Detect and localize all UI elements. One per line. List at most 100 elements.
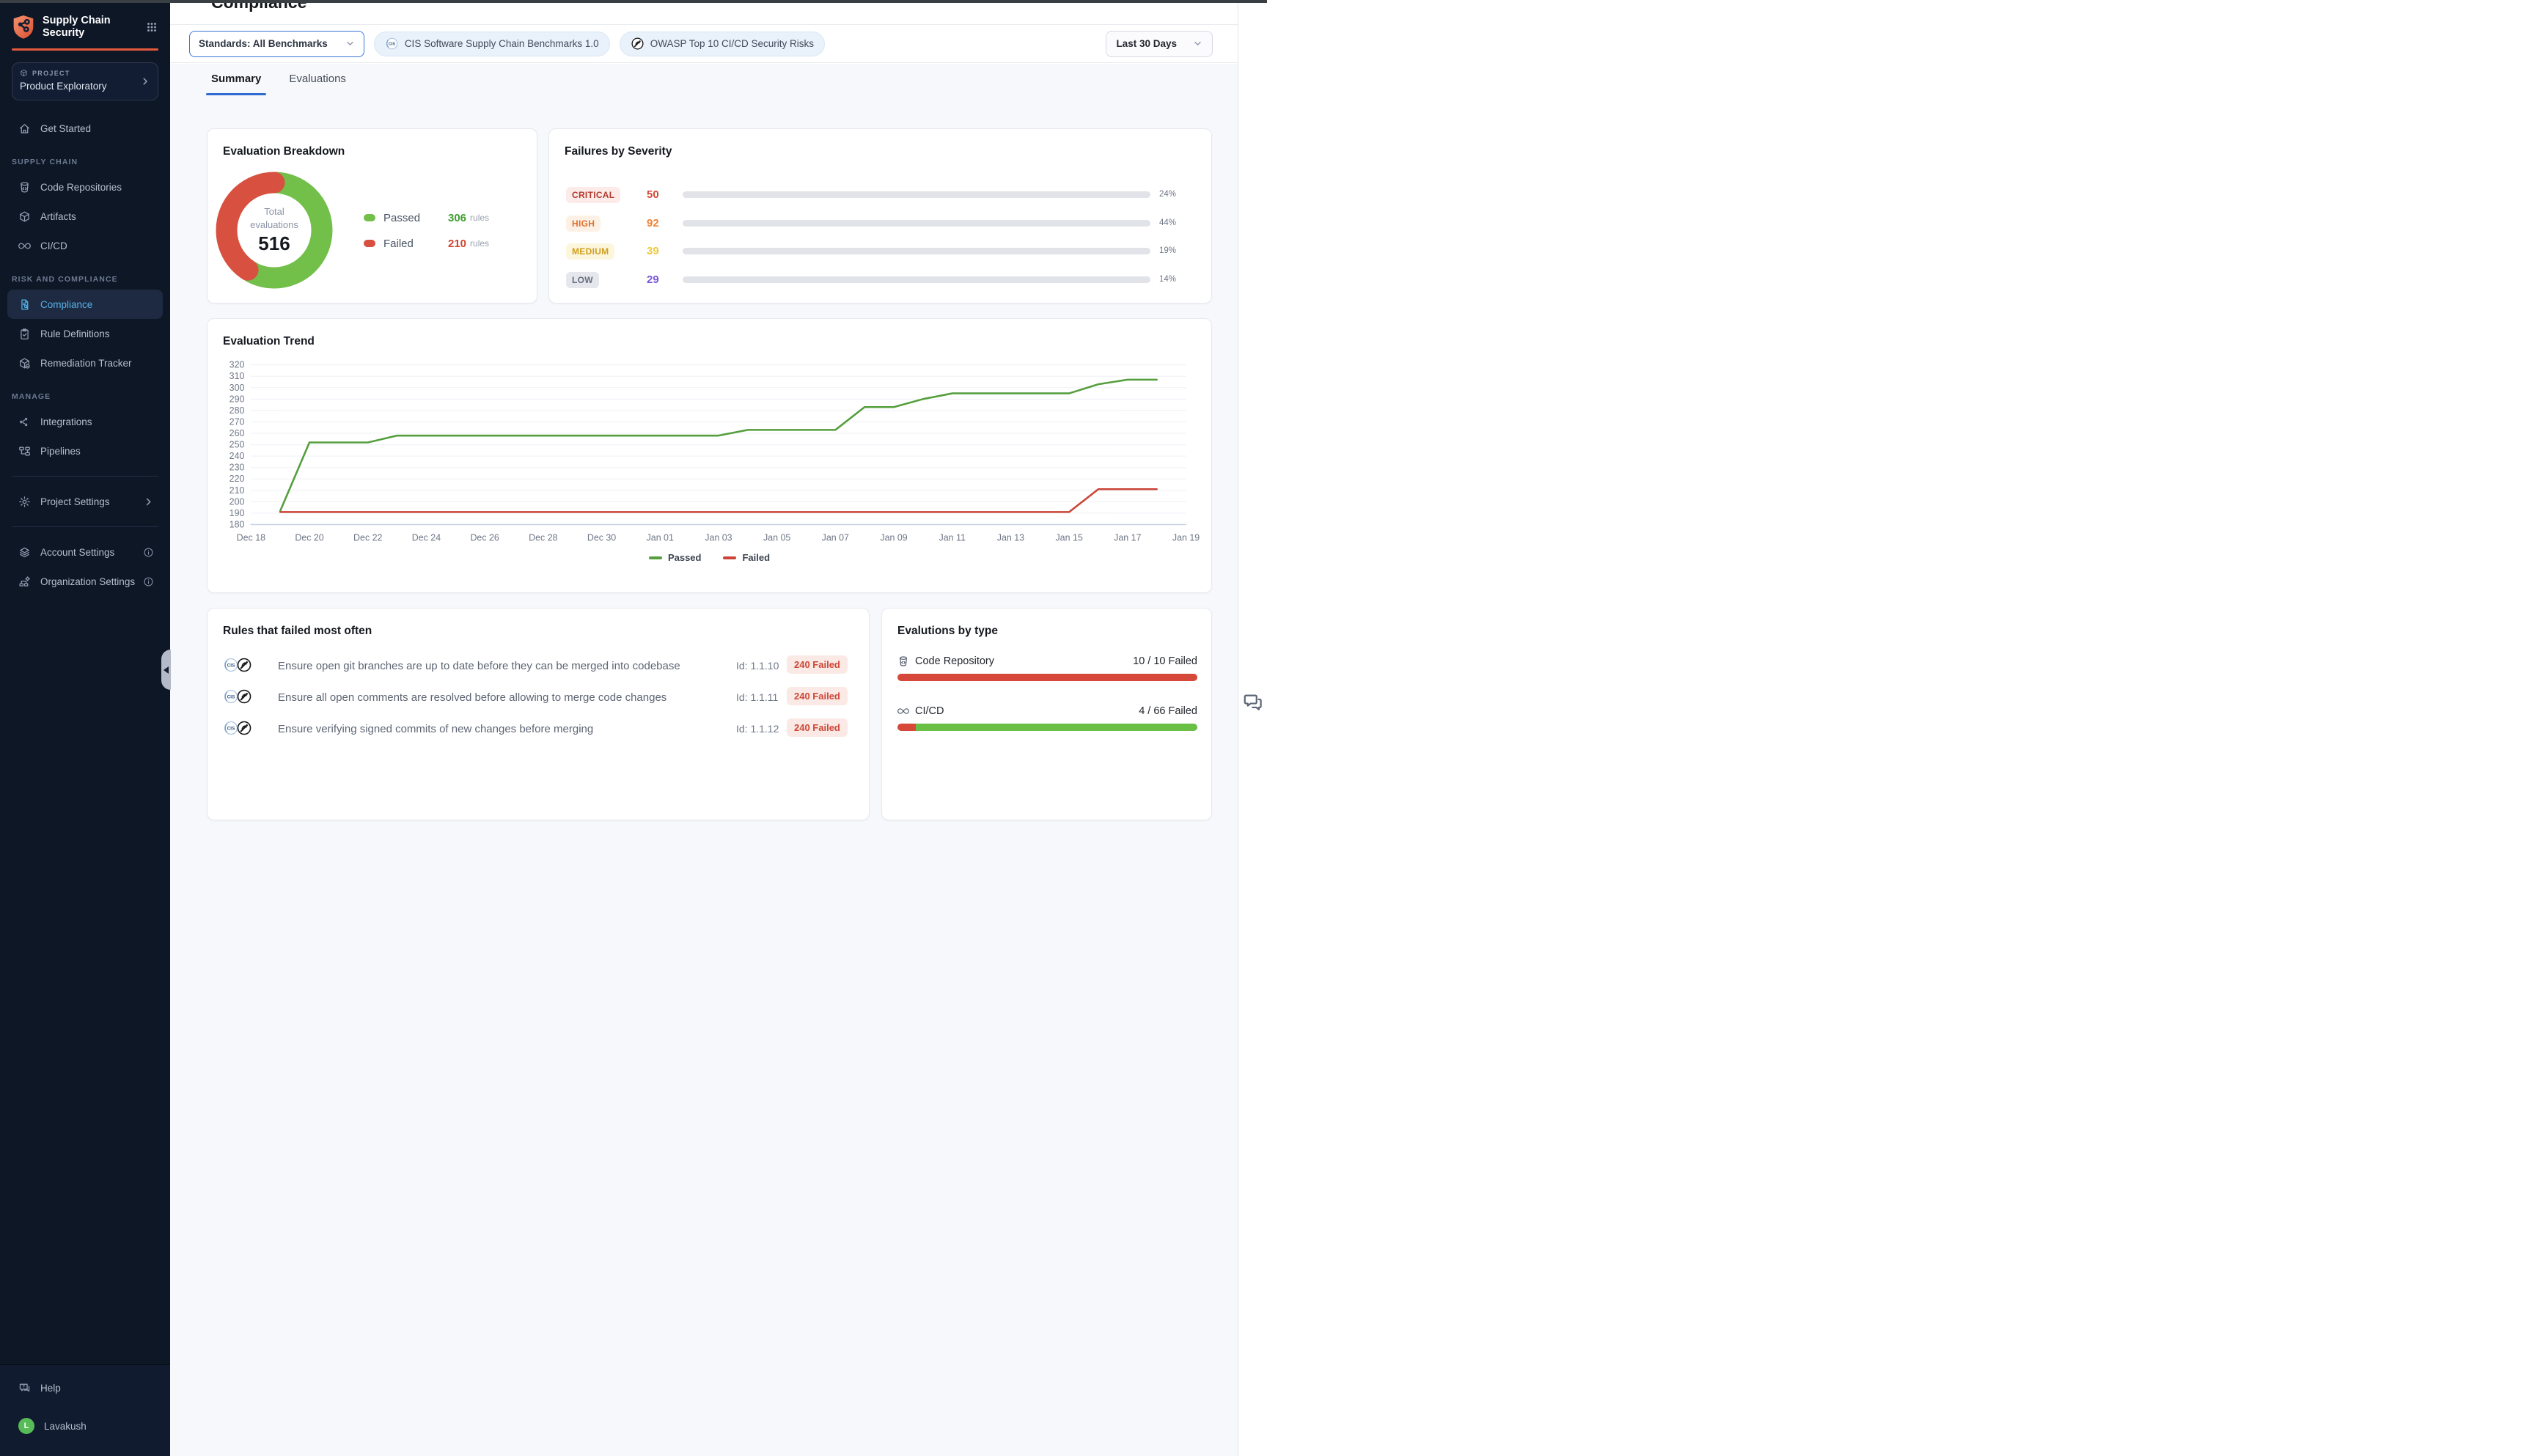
owasp-icon: [236, 720, 252, 736]
sidebar-collapse-handle[interactable]: [161, 650, 171, 690]
rule-text: Ensure all open comments are resolved be…: [278, 691, 667, 704]
sidebar-item-rule-definitions[interactable]: Rule Definitions: [7, 319, 163, 348]
page-title-row: Compliance: [170, 0, 1238, 25]
help-icon: ?: [18, 1382, 31, 1394]
severity-row-medium: MEDIUM 39 19%: [549, 241, 1211, 262]
sidebar-item-artifacts[interactable]: Artifacts: [7, 202, 163, 231]
project-selector[interactable]: PROJECT Product Exploratory: [12, 62, 158, 100]
severity-badge: CRITICAL: [566, 187, 621, 203]
filter-bar: Standards: All Benchmarks CIS CIS Softwar…: [170, 25, 1238, 63]
repo-icon: [18, 181, 31, 194]
standards-dropdown[interactable]: Standards: All Benchmarks: [189, 30, 364, 57]
svg-text:280: 280: [229, 405, 245, 416]
svg-text:?: ?: [22, 1385, 25, 1389]
info-icon[interactable]: [143, 547, 154, 558]
cis-icon: CIS: [385, 37, 399, 51]
chevron-right-icon: [143, 496, 154, 507]
sidebar-item-label: Account Settings: [40, 546, 115, 558]
tab-summary[interactable]: Summary: [205, 73, 267, 95]
svg-text:230: 230: [229, 463, 245, 473]
page-title: Compliance: [211, 0, 307, 12]
svg-text:Dec 20: Dec 20: [295, 532, 323, 543]
layers-icon: [18, 546, 31, 559]
rule-row[interactable]: CIS Ensure open git branches are up to d…: [208, 653, 869, 680]
rule-failed-badge: 240 Failed: [787, 718, 848, 737]
sidebar-item-account-settings[interactable]: Account Settings: [7, 537, 163, 567]
sidebar-item-label: Code Repositories: [40, 181, 122, 193]
legend-label: Passed: [383, 211, 421, 224]
collapse-arrow-icon: [163, 666, 169, 674]
svg-text:Jan 17: Jan 17: [1114, 532, 1141, 543]
legend-value: 210: [448, 237, 467, 250]
org-icon: [18, 576, 31, 588]
sidebar-item-project-settings[interactable]: Project Settings: [7, 487, 163, 516]
severity-badge: LOW: [566, 271, 599, 288]
sidebar-item-get-started[interactable]: Get Started: [7, 114, 163, 143]
trend-line-chart: 180 190 200 210 220 230 240 250 260 270 280 290 300 3…: [208, 319, 1211, 592]
project-name: Product Exploratory: [20, 81, 107, 92]
tab-evaluations[interactable]: Evaluations: [289, 73, 346, 85]
sidebar-item-code-repositories[interactable]: Code Repositories: [7, 172, 163, 202]
card-evaluations-by-type: Evalutions by type Code Repository 10 / …: [881, 608, 1212, 820]
svg-text:Jan 01: Jan 01: [647, 532, 674, 543]
rule-id: Id: 1.1.12: [736, 723, 779, 735]
date-range-dropdown[interactable]: Last 30 Days: [1106, 30, 1213, 57]
infinity-icon: [18, 240, 31, 252]
severity-percent: 14%: [1159, 274, 1177, 284]
type-label: Code Repository: [915, 655, 994, 667]
svg-text:300: 300: [229, 383, 245, 393]
sidebar-item-label: Get Started: [40, 122, 92, 134]
sidebar-item-pipelines[interactable]: Pipelines: [7, 436, 163, 466]
sidebar-item-help[interactable]: ? Help: [7, 1374, 163, 1402]
sidebar-item-remediation-tracker[interactable]: Remediation Tracker: [7, 348, 163, 378]
sidebar-item-cicd[interactable]: CI/CD: [7, 231, 163, 260]
rule-row[interactable]: CIS Ensure all open comments are resolve…: [208, 685, 869, 711]
sidebar-item-compliance[interactable]: Compliance: [7, 290, 163, 319]
svg-text:290: 290: [229, 394, 245, 404]
svg-text:Dec 24: Dec 24: [412, 532, 441, 543]
svg-text:Jan 11: Jan 11: [939, 532, 966, 543]
svg-text:250: 250: [229, 440, 245, 450]
benchmark-chip[interactable]: CIS CIS Software Supply Chain Benchmarks …: [373, 31, 610, 56]
cis-icon: CIS: [223, 688, 239, 705]
type-label: CI/CD: [915, 705, 944, 717]
chip-label: CIS Software Supply Chain Benchmarks 1.0: [404, 38, 599, 49]
legend-label: Failed: [383, 237, 414, 250]
divider: [12, 526, 158, 527]
severity-percent: 19%: [1159, 246, 1177, 255]
donut-center-label: Total evaluations 516: [250, 205, 298, 255]
pipeline-icon: [18, 445, 31, 457]
benchmark-chip[interactable]: OWASP Top 10 CI/CD Security Risks: [619, 31, 826, 56]
sidebar-item-label: Remediation Tracker: [40, 357, 132, 369]
svg-text:220: 220: [229, 474, 245, 484]
type-row-ci-cd: CI/CD 4 / 66 Failed: [897, 705, 1197, 731]
dashboard-body: Summary Evaluations Evaluation Breakdown …: [170, 64, 1238, 1456]
sidebar-item-label: Organization Settings: [40, 576, 136, 587]
brand-accent-rule: [12, 48, 158, 51]
app-grid-icon[interactable]: [145, 21, 158, 34]
trend-legend: Passed Failed: [208, 552, 1211, 563]
chevron-down-icon: [1193, 39, 1202, 48]
doc-search-icon: [18, 298, 31, 311]
sidebar-item-user[interactable]: L Lavakush: [7, 1412, 163, 1440]
chat-support-icon[interactable]: [1243, 691, 1263, 712]
sidebar-item-label: Integrations: [40, 416, 92, 427]
user-name: Lavakush: [44, 1420, 87, 1432]
severity-row-high: HIGH 92 44%: [549, 213, 1211, 234]
divider: [12, 476, 158, 477]
trend-legend-passed: Passed: [648, 552, 701, 563]
standards-dropdown-value: Standards: All Benchmarks: [199, 38, 328, 49]
repo-icon: [897, 655, 909, 667]
card-title: Evalutions by type: [897, 625, 998, 637]
card-title: Evaluation Breakdown: [223, 145, 345, 158]
app-title: Supply Chain Security: [43, 14, 111, 39]
sidebar-item-label: Artifacts: [40, 210, 76, 222]
svg-text:210: 210: [229, 485, 245, 496]
cube-icon: [18, 210, 31, 223]
rule-row[interactable]: CIS Ensure verifying signed commits of n…: [208, 716, 869, 743]
card-rules-failed-most: Rules that failed most often CIS Ensure …: [207, 608, 870, 820]
sidebar-item-integrations[interactable]: Integrations: [7, 407, 163, 436]
info-icon[interactable]: [143, 576, 154, 587]
sidebar-item-organization-settings[interactable]: Organization Settings: [7, 567, 163, 596]
brand: Supply Chain Security: [12, 13, 158, 41]
